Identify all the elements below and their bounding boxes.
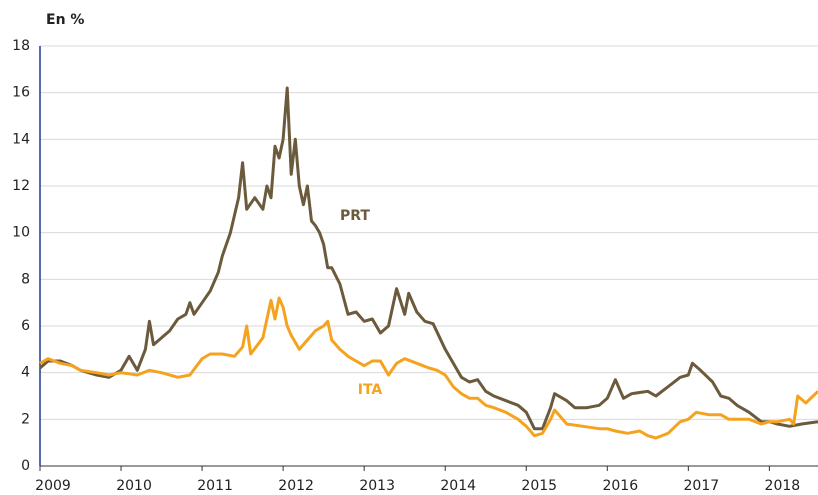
x-tick-label: 2017 <box>684 478 720 494</box>
x-tick-label: 2016 <box>602 478 638 494</box>
y-tick-label: 6 <box>21 318 30 334</box>
series-label: ITA <box>358 382 383 398</box>
y-tick-label: 12 <box>12 178 30 194</box>
y-tick-label: 8 <box>21 271 30 287</box>
series-line <box>39 86 818 431</box>
y-tick-label: 16 <box>12 85 30 101</box>
x-tick-label: 2015 <box>521 478 557 494</box>
x-tick-label: 2018 <box>765 478 801 494</box>
y-tick-label: 2 <box>21 411 30 427</box>
x-tick-label: 2013 <box>359 478 395 494</box>
y-tick-label: 14 <box>12 131 30 147</box>
series-label: PRT <box>340 208 370 224</box>
x-tick-label: 2014 <box>440 478 476 494</box>
x-tick-label: 2010 <box>116 478 152 494</box>
x-tick-label: 2009 <box>35 478 71 494</box>
y-tick-label: 18 <box>12 38 30 54</box>
x-tick-label: 2012 <box>278 478 314 494</box>
y-tick-label: 4 <box>21 365 30 381</box>
x-tick-label: 2011 <box>197 478 233 494</box>
series-line <box>39 296 818 440</box>
y-axis-label: En % <box>46 12 84 28</box>
y-tick-label: 10 <box>12 225 30 241</box>
y-tick-label: 0 <box>21 458 30 474</box>
